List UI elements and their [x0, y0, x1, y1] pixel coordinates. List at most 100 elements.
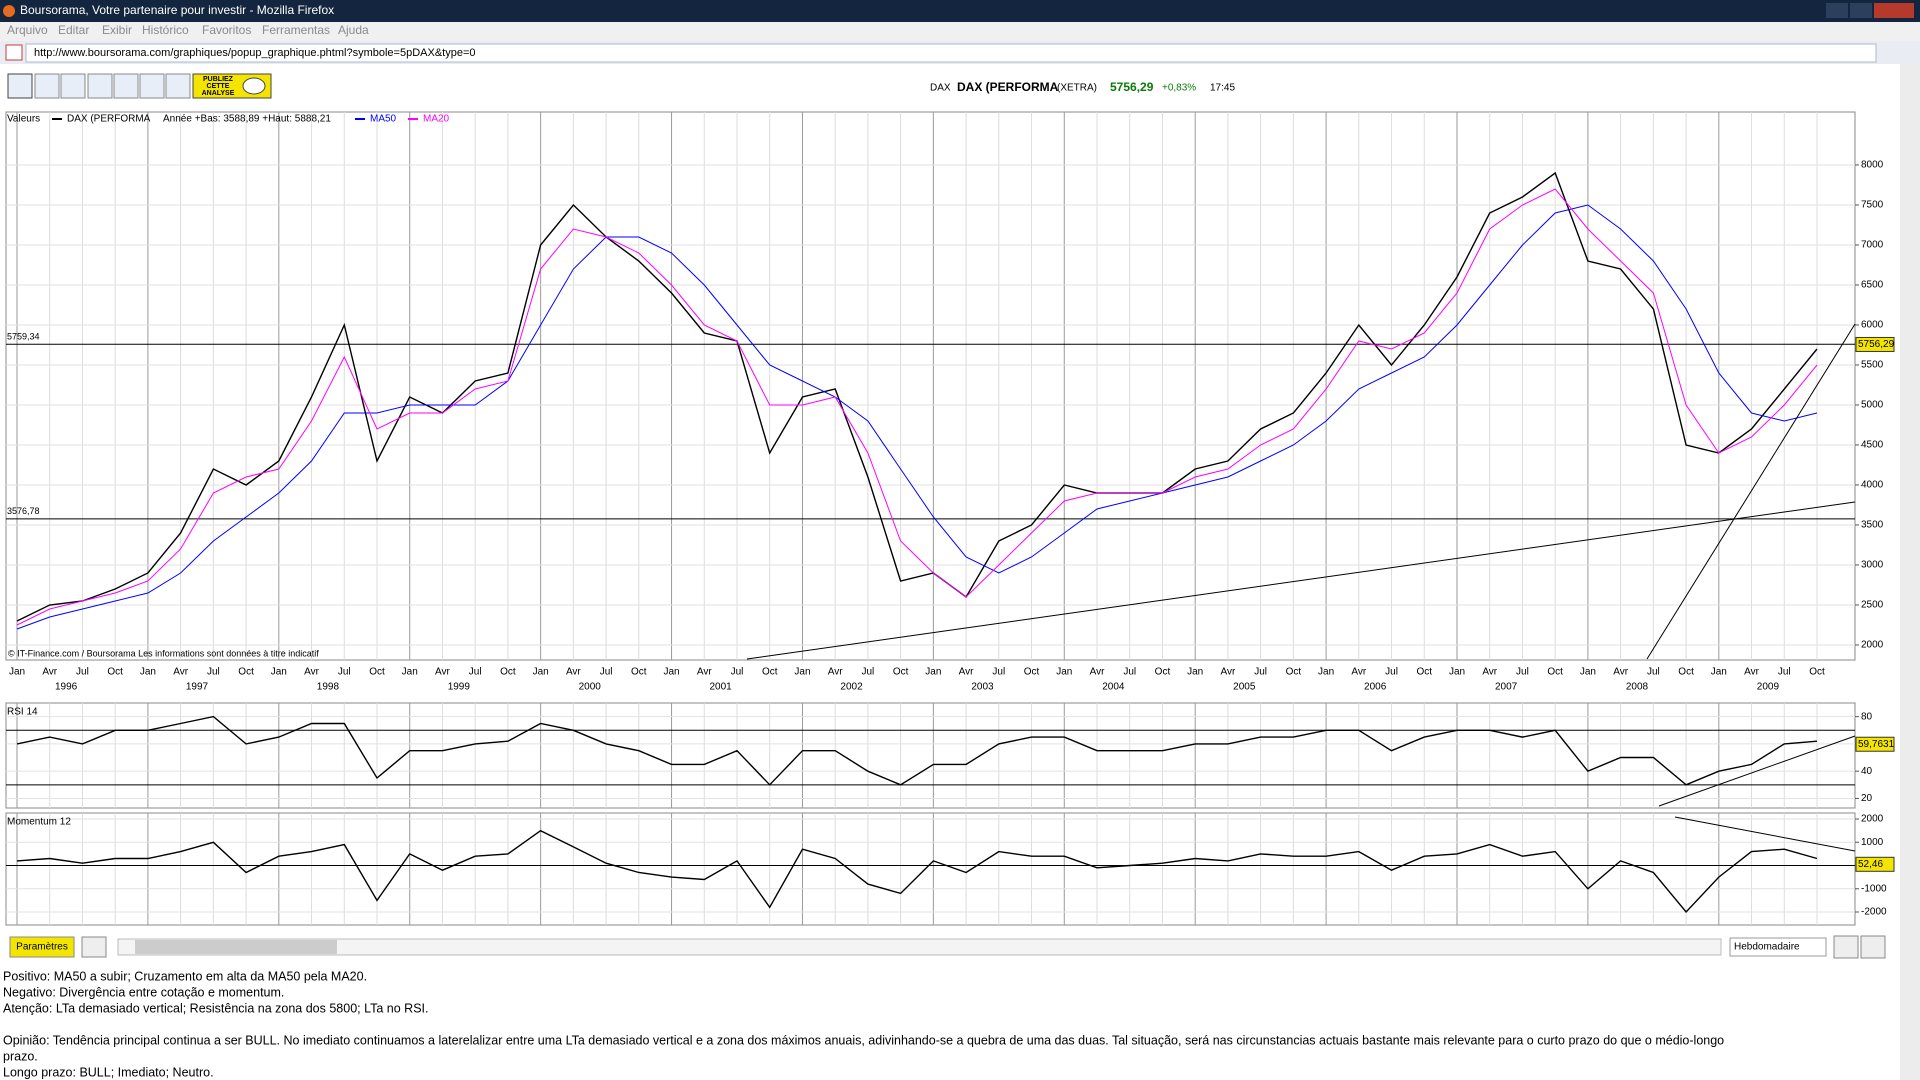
- chart-toolbar: PUBLIEZ CETTE ANALYSE: [7, 73, 272, 99]
- x-tick-label: Jan: [1449, 667, 1465, 678]
- comment-line: Negativo: Divergência entre cotação e mo…: [3, 985, 284, 999]
- last-price: 5756,29: [1110, 80, 1154, 94]
- x-tick-label: Avr: [1482, 667, 1497, 678]
- x-tick-label: Jul: [992, 667, 1005, 678]
- year-label: 2005: [1233, 682, 1256, 693]
- year-label: 1998: [317, 682, 340, 693]
- print-button[interactable]: [81, 936, 107, 958]
- close-button[interactable]: [1874, 3, 1914, 18]
- address-bar[interactable]: [25, 43, 1877, 63]
- tool-channel[interactable]: [87, 73, 113, 99]
- x-tick-label: Jan: [1580, 667, 1596, 678]
- change: +0,83%: [1162, 83, 1196, 94]
- menu-item[interactable]: Histórico: [142, 23, 189, 37]
- x-tick-label: Jan: [1318, 667, 1334, 678]
- restore-button[interactable]: [1850, 3, 1872, 18]
- x-tick-label: Jan: [9, 667, 25, 678]
- x-tick-label: Oct: [1678, 667, 1694, 678]
- x-tick-label: Oct: [1809, 667, 1825, 678]
- period-label: Hebdomadaire: [1734, 942, 1800, 953]
- tool-trendline[interactable]: [34, 73, 60, 99]
- y-tick-label: -2000: [1861, 907, 1887, 918]
- x-tick-label: Jul: [731, 667, 744, 678]
- trend-line: [1658, 735, 1856, 807]
- menu: Arquivo Editar Exibir Histórico Favoritos Fer…: [7, 23, 369, 37]
- tool-hline[interactable]: [60, 73, 86, 99]
- y-tick-label: 3500: [1861, 520, 1884, 531]
- tool-fibo[interactable]: [113, 73, 139, 99]
- tool-delete[interactable]: [165, 73, 191, 99]
- time: 17:45: [1210, 83, 1235, 94]
- x-tick-label: Avr: [1351, 667, 1366, 678]
- series-line: [16, 715, 1818, 786]
- publish-text: CETTE: [207, 83, 230, 90]
- url: http://www.boursorama.com/graphiques/pop…: [34, 47, 476, 59]
- last-value-box: [1855, 856, 1895, 872]
- menu-item[interactable]: Editar: [58, 23, 89, 37]
- tool-parallel[interactable]: [139, 73, 165, 99]
- x-tick-label: Oct: [1024, 667, 1040, 678]
- comment-line: Positivo: MA50 a subir; Cruzamento em al…: [3, 969, 367, 983]
- panel: [5, 812, 1856, 926]
- x-tick-label: Avr: [1613, 667, 1628, 678]
- menu-item[interactable]: Ajuda: [338, 23, 369, 37]
- zoom-in[interactable]: [1860, 935, 1886, 959]
- y-tick-label: 8000: [1861, 160, 1884, 171]
- legend-entry: DAX (PERFORMA: [67, 114, 151, 125]
- series-line: [16, 204, 1818, 630]
- year-label: 1996: [55, 682, 78, 693]
- zoom-out[interactable]: [1833, 935, 1859, 959]
- series-line: [16, 171, 1818, 622]
- bubble-icon: [242, 77, 266, 95]
- menu-item[interactable]: Exibir: [102, 23, 132, 37]
- params-button[interactable]: [9, 936, 75, 958]
- x-tick-label: Avr: [42, 667, 57, 678]
- menu-item[interactable]: Arquivo: [7, 23, 48, 37]
- year-label: 1999: [448, 682, 471, 693]
- x-tick-label: Jul: [1254, 667, 1267, 678]
- period-select[interactable]: [1729, 937, 1827, 957]
- x-tick-label: Oct: [1286, 667, 1302, 678]
- trend-line: [1674, 816, 1856, 852]
- y-tick-label: 80: [1861, 711, 1873, 722]
- x-tick-label: Avr: [959, 667, 974, 678]
- x-tick-label: Avr: [828, 667, 843, 678]
- page-scrollbar[interactable]: [1900, 64, 1920, 1080]
- x-tick-label: Jan: [1187, 667, 1203, 678]
- x-tick-label: Avr: [1744, 667, 1759, 678]
- y-tick-label: 3000: [1861, 560, 1884, 571]
- last-value-box: [1855, 736, 1895, 752]
- y-tick-label: 5500: [1861, 360, 1884, 371]
- source-note: © IT-Finance.com / Boursorama Les inform…: [8, 648, 319, 658]
- y-tick-label: 2000: [1861, 640, 1884, 651]
- year-label: 2002: [840, 682, 863, 693]
- h-line-label: 5759,34: [7, 332, 40, 342]
- x-tick-label: Oct: [1416, 667, 1432, 678]
- x-tick-label: Avr: [1220, 667, 1235, 678]
- x-tick-label: Oct: [1155, 667, 1171, 678]
- x-tick-label: Jul: [600, 667, 613, 678]
- menu-item[interactable]: Favoritos: [202, 23, 251, 37]
- x-tick-label: Jul: [1778, 667, 1791, 678]
- chart-scrollbar[interactable]: [117, 938, 1722, 956]
- scroll-thumb[interactable]: [135, 940, 337, 954]
- legend-label: Valeurs: [7, 114, 40, 125]
- x-tick-label: Jan: [794, 667, 810, 678]
- panel-title: RSI 14: [7, 707, 38, 718]
- commentary: Positivo: MA50 a subir; Cruzamento em al…: [3, 969, 1724, 1079]
- minimize-button[interactable]: [1826, 3, 1848, 18]
- window-title: Boursorama, Votre partenaire pour invest…: [20, 3, 334, 17]
- y-tick-label: 40: [1861, 766, 1873, 777]
- y-tick-label: 2000: [1861, 814, 1884, 825]
- x-tick-label: Oct: [762, 667, 778, 678]
- x-tick-label: Jan: [925, 667, 941, 678]
- x-tick-label: Jan: [140, 667, 156, 678]
- menu-item[interactable]: Ferramentas: [262, 23, 330, 37]
- x-tick-label: Jul: [1385, 667, 1398, 678]
- x-tick-label: Jan: [1711, 667, 1727, 678]
- tool-zoom[interactable]: [7, 73, 33, 99]
- x-tick-label: Jan: [402, 667, 418, 678]
- x-tick-label: Jan: [533, 667, 549, 678]
- x-tick-label: Oct: [1547, 667, 1563, 678]
- x-tick-label: Jul: [862, 667, 875, 678]
